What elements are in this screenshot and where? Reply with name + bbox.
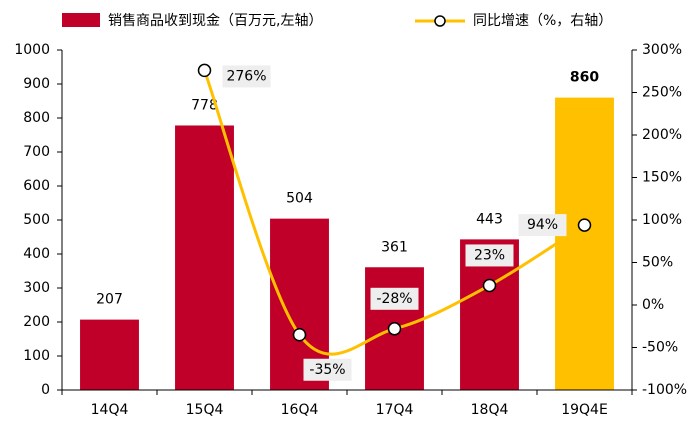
line-value-label: 276% [226, 68, 266, 84]
y2-tick-label: 150% [642, 170, 682, 186]
value-label-bg [518, 214, 567, 237]
bar-value-label: 207 [96, 292, 123, 308]
line-marker [387, 322, 402, 336]
y2-tick-label: 100% [642, 212, 682, 228]
y-tick-label: 100 [23, 348, 50, 364]
legend-label: 同比增速（%，右轴） [473, 13, 612, 29]
y2-tick-label: 0% [642, 297, 664, 313]
x-tick-label: 16Q4 [281, 402, 319, 418]
legend-swatch-bar [62, 13, 100, 27]
bar [80, 319, 139, 390]
bar-value-label: 860 [570, 70, 599, 86]
line [203, 69, 586, 356]
line-marker [482, 278, 497, 293]
line-marker [292, 328, 307, 342]
bar-value-label: 361 [381, 239, 408, 255]
y-tick-label: 600 [23, 178, 50, 194]
y2-tick-label: -100% [642, 382, 687, 398]
y-tick-label: 500 [23, 212, 50, 228]
value-label-bg [303, 358, 352, 381]
y2-tick-label: 50% [642, 255, 673, 271]
line-marker [577, 218, 592, 232]
y2-tick-label: 250% [642, 85, 682, 101]
x-tick-label: 14Q4 [91, 402, 129, 418]
line-value-label: -28% [376, 291, 412, 307]
y-tick-label: 0 [41, 382, 50, 398]
bar-value-label: 504 [286, 191, 313, 207]
legend-swatch-marker [434, 15, 446, 27]
x-tick-label: 18Q4 [471, 402, 509, 418]
x-tick-label: 15Q4 [186, 402, 224, 418]
y-tick-label: 1000 [14, 42, 50, 58]
y-tick-label: 800 [23, 110, 50, 126]
value-label-bg [370, 287, 419, 310]
bar [175, 125, 234, 390]
line-value-label: -35% [309, 362, 345, 378]
bar [555, 97, 614, 390]
bar-value-label: 778 [191, 97, 218, 113]
bar-value-label: 443 [476, 211, 503, 227]
line-value-label: 94% [527, 217, 558, 233]
y2-tick-label: -50% [642, 340, 678, 356]
x-tick-label: 19Q4E [561, 402, 608, 418]
y-tick-label: 300 [23, 280, 50, 296]
y-tick-label: 900 [23, 76, 50, 92]
line-value-label: 23% [474, 247, 505, 263]
y-tick-label: 200 [23, 314, 50, 330]
y-tick-label: 700 [23, 144, 50, 160]
y2-tick-label: 300% [642, 42, 682, 58]
x-tick-label: 17Q4 [376, 402, 414, 418]
y2-tick-label: 200% [642, 127, 682, 143]
y-tick-label: 400 [23, 246, 50, 262]
value-label-bg [222, 65, 271, 88]
line-marker [197, 63, 212, 78]
value-label-bg [465, 244, 514, 267]
legend-label: 销售商品收到现金（百万元,左轴） [108, 13, 322, 29]
